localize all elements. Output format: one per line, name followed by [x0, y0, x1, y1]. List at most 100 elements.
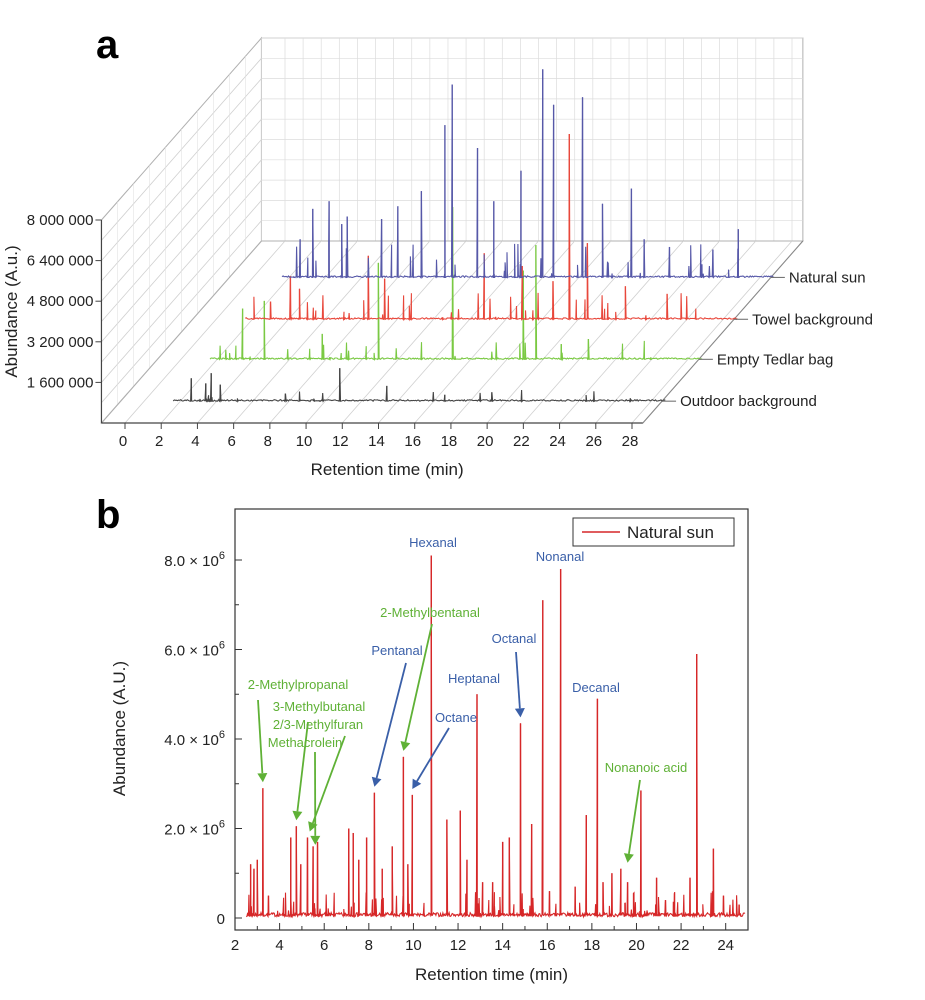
- y-tick-label: 1 600 000: [27, 374, 94, 391]
- x-tick-label: 18: [584, 937, 601, 954]
- x-tick-label: 24: [549, 433, 566, 450]
- x-tick-label: 2: [155, 433, 163, 450]
- series-empty-tedlar-bag: Empty Tedlar bag: [209, 207, 833, 368]
- x-tick-label: 22: [673, 937, 690, 954]
- x-tick-label: 14: [368, 433, 385, 450]
- x-tick-label: 16: [539, 937, 556, 954]
- y-axis-label: Abundance (A.u.): [2, 245, 21, 377]
- annotation-label: Heptanal: [448, 671, 500, 686]
- panel-a-letter: a: [96, 23, 119, 67]
- x-tick-label: 4: [275, 937, 283, 954]
- annotation-label: Methacrolein: [268, 735, 342, 750]
- y-tick-label: 8.0 × 106: [164, 550, 225, 570]
- x-tick-label: 6: [320, 937, 328, 954]
- x-axis-label: Retention time (min): [311, 460, 464, 479]
- floor-grid: [233, 240, 394, 424]
- annotation-arrow-head: [400, 741, 411, 751]
- x-tick-label: 16: [404, 433, 421, 450]
- y-tick-label: 6.0 × 106: [164, 640, 225, 660]
- annotation-arrow-head: [371, 776, 382, 787]
- annotation-methacrolein: Methacrolein: [268, 735, 342, 845]
- annotation-arrow-shaft: [257, 699, 264, 774]
- x-tick-label: 14: [494, 937, 511, 954]
- legend-label: Natural sun: [627, 523, 714, 542]
- annotation-arrow-head: [514, 708, 525, 718]
- annotation-label: Hexanal: [409, 535, 457, 550]
- floor-grid: [414, 240, 576, 424]
- chart-a-grid: [100, 36, 804, 425]
- x-tick-label: 10: [405, 937, 422, 954]
- y-tick-label: 0: [217, 911, 225, 928]
- floor-grid: [631, 240, 793, 424]
- floor-grid: [305, 240, 467, 424]
- annotation-2-3-methylfuran: 2/3-Methylfuran: [273, 717, 363, 832]
- annotation-label: Nonanoic acid: [605, 760, 687, 775]
- annotation-label: Nonanal: [536, 549, 585, 564]
- annotation-heptanal: Heptanal: [448, 671, 500, 686]
- floor-grid: [378, 240, 539, 424]
- annotation-pentanal: Pentanal: [371, 643, 423, 787]
- floor-grid: [341, 240, 503, 424]
- annotation-label: 2-Methylpropanal: [248, 677, 349, 692]
- series-outdoor-background: Outdoor background: [172, 368, 817, 410]
- annotation-decanal: Decanal: [572, 680, 620, 695]
- series-trace: [172, 368, 666, 404]
- series-trace: [209, 207, 703, 362]
- floor-grid: [160, 240, 322, 424]
- y-axis-label: Abundance (A.U.): [110, 661, 129, 796]
- annotation-arrow-shaft: [311, 735, 346, 824]
- annotation-2-methylpropanal: 2-Methylpropanal: [248, 677, 349, 783]
- annotation-arrow-head: [308, 821, 318, 832]
- x-tick-label: 20: [628, 937, 645, 954]
- annotation-octanal: Octanal: [492, 631, 537, 718]
- y-tick-label: 8 000 000: [27, 212, 94, 229]
- annotation-nonanoic-acid: Nonanoic acid: [605, 760, 687, 863]
- x-tick-label: 26: [585, 433, 602, 450]
- x-tick-label: 6: [227, 433, 235, 450]
- floor-grid: [269, 240, 431, 424]
- series-label: Outdoor background: [680, 393, 817, 410]
- annotation-octane: Octane: [412, 710, 477, 789]
- x-tick-label: 28: [622, 433, 639, 450]
- floor-grid: [486, 240, 648, 424]
- annotation-arrow-head: [292, 810, 303, 821]
- y-tick-label: 6 400 000: [27, 253, 94, 270]
- x-tick-label: 8: [365, 937, 373, 954]
- floor-grid: [197, 240, 358, 424]
- annotation-arrow-shaft: [515, 651, 521, 709]
- annotation-arrow-head: [623, 853, 634, 863]
- x-tick-label: 22: [513, 433, 530, 450]
- annotation-arrow-head: [257, 772, 268, 783]
- x-tick-label: 2: [231, 937, 239, 954]
- series-label: Empty Tedlar bag: [717, 351, 833, 368]
- x-axis-label: Retention time (min): [415, 965, 568, 984]
- y-tick-label: 3 200 000: [27, 334, 94, 351]
- annotation-label: Pentanal: [371, 643, 422, 658]
- series-trace: [244, 133, 738, 322]
- x-tick-label: 24: [717, 937, 734, 954]
- annotation-arrow-head: [412, 778, 422, 789]
- series-label: Natural sun: [789, 269, 866, 286]
- annotation-2-methylbentanal: 2-Methylbentanal: [380, 605, 480, 751]
- annotation-arrow-shaft: [296, 721, 309, 812]
- depth-axis-line: [642, 240, 804, 424]
- annotation-label: 2/3-Methylfuran: [273, 717, 363, 732]
- x-tick-label: 0: [119, 433, 127, 450]
- x-tick-label: 4: [191, 433, 199, 450]
- x-tick-label: 18: [441, 433, 458, 450]
- annotation-label: 2-Methylbentanal: [380, 605, 480, 620]
- annotation-arrow-head: [310, 835, 321, 845]
- annotation-label: 3-Methylbutanal: [273, 699, 366, 714]
- floor-grid: [559, 240, 720, 424]
- annotation-label: Octanal: [492, 631, 537, 646]
- annotation-arrow-shaft: [404, 623, 433, 743]
- y-tick-label: 4.0 × 106: [164, 729, 225, 749]
- annotation-arrow-shaft: [628, 779, 641, 855]
- annotation-arrow-shaft: [375, 662, 407, 779]
- annotation-label: Decanal: [572, 680, 620, 695]
- annotation-3-methylbutanal: 3-Methylbutanal: [273, 699, 366, 821]
- panel-b-letter: b: [96, 493, 120, 537]
